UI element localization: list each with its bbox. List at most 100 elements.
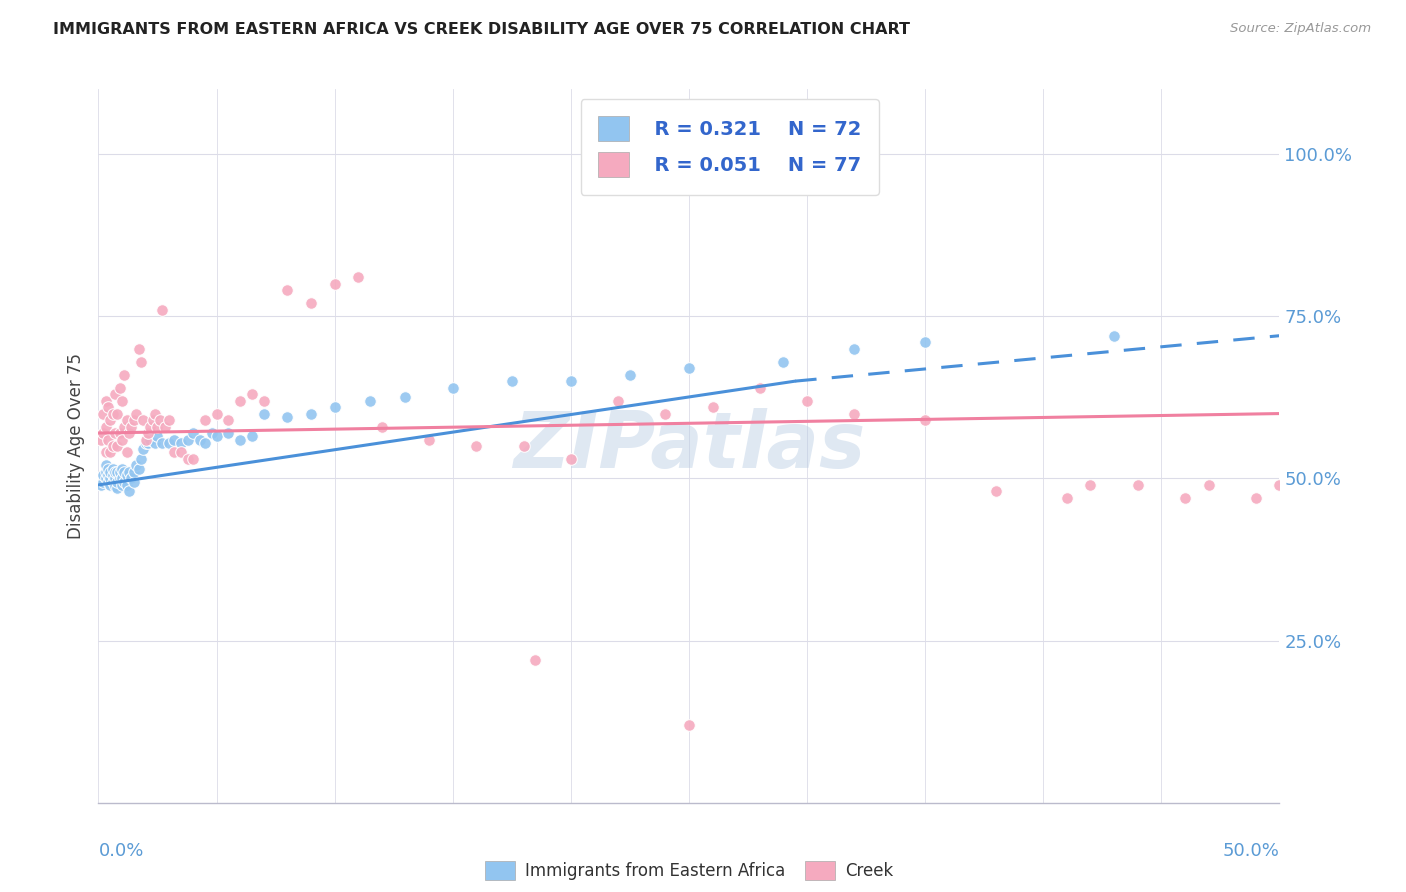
Text: 0.0%: 0.0% xyxy=(98,842,143,860)
Point xyxy=(1174,491,1197,505)
Point xyxy=(201,425,224,440)
Point xyxy=(146,429,169,443)
Text: ZIPatlas: ZIPatlas xyxy=(513,408,865,484)
Point xyxy=(135,433,157,447)
Point xyxy=(91,468,114,483)
Point xyxy=(217,425,239,440)
Point xyxy=(94,471,117,485)
Point xyxy=(128,461,150,475)
Point xyxy=(118,425,141,440)
Point xyxy=(91,425,114,440)
Point xyxy=(1198,478,1220,492)
Point xyxy=(90,478,112,492)
Point xyxy=(94,393,117,408)
Point xyxy=(1056,491,1078,505)
Point xyxy=(104,465,127,479)
Point xyxy=(748,381,770,395)
Point xyxy=(132,413,155,427)
Point xyxy=(560,374,582,388)
Point xyxy=(914,413,936,427)
Point xyxy=(1080,478,1102,492)
Point xyxy=(323,277,346,291)
Point xyxy=(139,433,162,447)
Point xyxy=(121,471,143,485)
Point xyxy=(94,465,117,479)
Point xyxy=(619,368,641,382)
Point xyxy=(129,452,152,467)
Point xyxy=(101,468,124,483)
Point xyxy=(105,465,128,479)
Point xyxy=(984,484,1007,499)
Point xyxy=(98,478,121,492)
Point xyxy=(94,419,117,434)
Point xyxy=(94,445,117,459)
Point xyxy=(844,342,866,356)
Point xyxy=(323,400,346,414)
Point xyxy=(111,393,134,408)
Point xyxy=(150,435,173,450)
Point xyxy=(844,407,866,421)
Point xyxy=(125,407,148,421)
Point xyxy=(170,445,193,459)
Point xyxy=(122,475,145,489)
Point xyxy=(112,368,135,382)
Point xyxy=(157,435,180,450)
Point xyxy=(229,433,252,447)
Point xyxy=(101,475,124,489)
Point xyxy=(125,458,148,473)
Point xyxy=(104,471,127,485)
Point xyxy=(111,471,134,485)
Point xyxy=(105,407,128,421)
Text: IMMIGRANTS FROM EASTERN AFRICA VS CREEK DISABILITY AGE OVER 75 CORRELATION CHART: IMMIGRANTS FROM EASTERN AFRICA VS CREEK … xyxy=(53,22,911,37)
Point xyxy=(181,425,204,440)
Point xyxy=(359,393,381,408)
Point xyxy=(772,354,794,368)
Point xyxy=(465,439,488,453)
Point xyxy=(194,413,217,427)
Point xyxy=(105,439,128,453)
Point xyxy=(501,374,523,388)
Y-axis label: Disability Age Over 75: Disability Age Over 75 xyxy=(66,353,84,539)
Point xyxy=(512,439,534,453)
Point xyxy=(1244,491,1267,505)
Point xyxy=(240,429,263,443)
Point xyxy=(105,475,128,489)
Point xyxy=(94,458,117,473)
Point xyxy=(136,435,159,450)
Point xyxy=(135,435,157,450)
Point xyxy=(97,475,120,489)
Point xyxy=(129,354,152,368)
Point xyxy=(118,484,141,499)
Point xyxy=(170,435,193,450)
Point xyxy=(115,468,138,483)
Point xyxy=(108,425,131,440)
Point xyxy=(217,413,239,427)
Point xyxy=(1102,328,1125,343)
Point xyxy=(163,445,186,459)
Point xyxy=(163,433,186,447)
Point xyxy=(299,296,322,310)
Point xyxy=(118,465,141,479)
Point xyxy=(97,433,120,447)
Point xyxy=(115,445,138,459)
Point xyxy=(157,413,180,427)
Point xyxy=(111,433,134,447)
Point xyxy=(101,407,124,421)
Point xyxy=(149,413,172,427)
Point xyxy=(177,452,200,467)
Point xyxy=(299,407,322,421)
Point xyxy=(98,413,121,427)
Text: 50.0%: 50.0% xyxy=(1223,842,1279,860)
Point xyxy=(607,393,630,408)
Point xyxy=(122,413,145,427)
Point xyxy=(111,461,134,475)
Point xyxy=(276,283,298,297)
Point xyxy=(98,445,121,459)
Point xyxy=(560,452,582,467)
Point xyxy=(914,335,936,350)
Point xyxy=(276,409,298,424)
Text: Source: ZipAtlas.com: Source: ZipAtlas.com xyxy=(1230,22,1371,36)
Point xyxy=(97,400,120,414)
Point xyxy=(253,393,276,408)
Point xyxy=(229,393,252,408)
